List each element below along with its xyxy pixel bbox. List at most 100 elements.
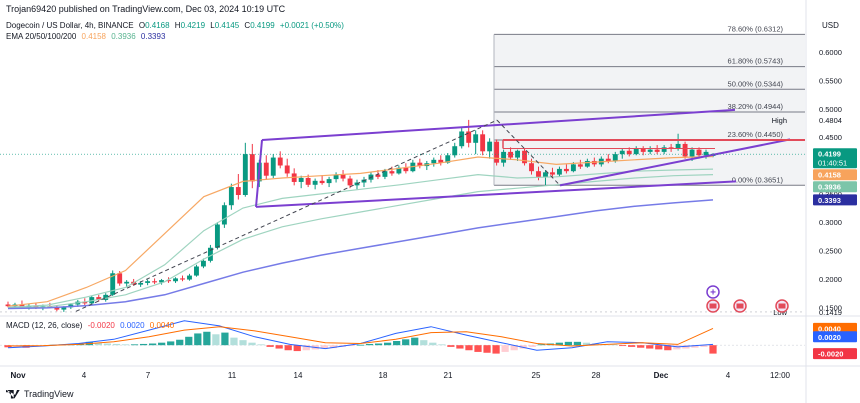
time-axis-tick: 28 <box>592 371 601 380</box>
macd-histogram-bar <box>537 344 545 346</box>
candle-body <box>529 163 534 172</box>
macd-histogram-bar <box>167 341 175 346</box>
economic-event-flag-icon[interactable] <box>733 299 747 313</box>
candle-body <box>438 159 444 163</box>
candle-body <box>577 164 583 167</box>
ema50-value: 0.3936 <box>111 32 136 41</box>
ema-line <box>7 168 714 308</box>
macd-histogram-bar <box>447 345 455 347</box>
candle-body <box>54 307 60 310</box>
ema-line <box>7 155 714 307</box>
price-badge <box>813 181 857 193</box>
macd-histogram-bar <box>646 345 654 349</box>
ema200-value: 0.3393 <box>140 32 166 41</box>
macd-signal-line <box>7 326 714 347</box>
candle-body <box>145 281 151 283</box>
macd-histogram-bar <box>691 345 699 348</box>
candle-body <box>619 150 625 155</box>
macd-histogram-group <box>4 331 717 354</box>
price-axis-tick: 0.5000 <box>819 105 842 114</box>
tradingview-logo[interactable]: TradingView <box>6 389 74 399</box>
candle-body <box>214 224 220 248</box>
candle-body <box>138 282 144 285</box>
candle-body <box>473 134 479 143</box>
macd-histogram-bar <box>257 344 265 346</box>
macd-histogram-bar <box>248 342 256 346</box>
macd-badge <box>813 348 857 360</box>
time-axis-tick: 25 <box>532 371 541 380</box>
macd-histogram-bar <box>582 342 591 346</box>
macd-histogram-bar <box>700 345 708 347</box>
candle-body <box>396 167 402 174</box>
time-axis-tick: 7 <box>146 371 151 380</box>
candle-body <box>312 180 318 185</box>
low-value: 0.1419 <box>819 308 842 317</box>
add-event-icon[interactable]: + <box>706 285 720 299</box>
symbol-legend: Dogecoin / US Dollar, 4h, BINANCE O0.416… <box>6 21 344 30</box>
macd-histogram-bar <box>673 345 681 350</box>
price-badge-text: 0.4199 <box>818 150 841 159</box>
price-badge <box>813 148 857 169</box>
macd-histogram-bar <box>139 343 148 346</box>
macd-legend[interactable]: MACD (12, 26, close) -0.0020 0.0020 0.00… <box>6 321 174 330</box>
macd-histogram-bar <box>329 345 337 349</box>
price-axis-tick: 0.4500 <box>819 133 842 142</box>
event-circle <box>706 285 720 299</box>
candle-body <box>173 278 178 282</box>
candle-body <box>675 143 681 149</box>
candle-body <box>703 151 709 156</box>
candle-body <box>487 141 493 152</box>
macd-badge-text: 0.0040 <box>818 324 841 333</box>
macd-histogram-bar <box>628 345 636 347</box>
time-axis-tick: 21 <box>444 371 453 380</box>
macd-histogram-bar <box>619 345 627 347</box>
macd-histogram-bar <box>429 342 437 346</box>
price-badge-text: 0.3936 <box>818 183 841 192</box>
macd-histogram-bar <box>94 342 102 346</box>
fib-level-label: 61.80% (0.5743) <box>728 57 784 66</box>
macd-histogram-bar <box>4 345 12 348</box>
macd-histogram-bar <box>266 345 274 347</box>
symbol-name[interactable]: Dogecoin / US Dollar, 4h, BINANCE <box>6 21 134 30</box>
candle-body <box>152 281 158 283</box>
tradingview-brand: TradingView <box>24 389 74 399</box>
macd-histogram-bar <box>474 345 482 352</box>
time-axis-tick: Dec <box>654 371 669 380</box>
macd-histogram-bar <box>637 345 645 348</box>
candle-body <box>221 205 227 225</box>
time-axis-tick: Nov <box>10 371 26 380</box>
low-value: 0.4145 <box>214 21 240 30</box>
candle-body <box>445 155 451 163</box>
candle-body <box>501 151 507 163</box>
candle-body <box>242 154 248 195</box>
candle-body <box>180 278 185 280</box>
economic-event-flag-icon[interactable] <box>706 299 720 313</box>
macd-histogram-bar <box>302 345 310 351</box>
economic-event-flag-icon[interactable] <box>775 299 789 313</box>
ema-line <box>7 174 714 309</box>
candle-body <box>640 148 646 152</box>
candle-body <box>389 171 395 174</box>
candle-body <box>166 280 171 282</box>
open-value: 0.4168 <box>145 21 170 30</box>
price-badge <box>813 194 857 206</box>
fib-level-label: 78.60% (0.6312) <box>728 24 784 33</box>
channel-lower-line <box>255 180 737 208</box>
macd-histogram-bar <box>591 343 600 346</box>
candle-body <box>19 304 25 308</box>
fib-retracement-box <box>494 34 805 186</box>
macd-histogram-bar <box>393 341 401 346</box>
macd-badge <box>813 322 857 334</box>
candle-body <box>556 168 562 175</box>
candle-body <box>536 171 541 177</box>
high-badge <box>812 113 856 126</box>
channel-left-edge <box>255 139 263 208</box>
candle-body <box>103 294 109 300</box>
time-axis-tick: 4 <box>726 371 731 380</box>
macd-histogram-bar <box>194 333 202 346</box>
candle-body <box>494 141 500 163</box>
ema-legend[interactable]: EMA 20/50/100/200 0.4158 0.3936 0.3393 <box>6 32 165 41</box>
candle-body <box>584 160 590 167</box>
candle-body <box>235 187 241 195</box>
